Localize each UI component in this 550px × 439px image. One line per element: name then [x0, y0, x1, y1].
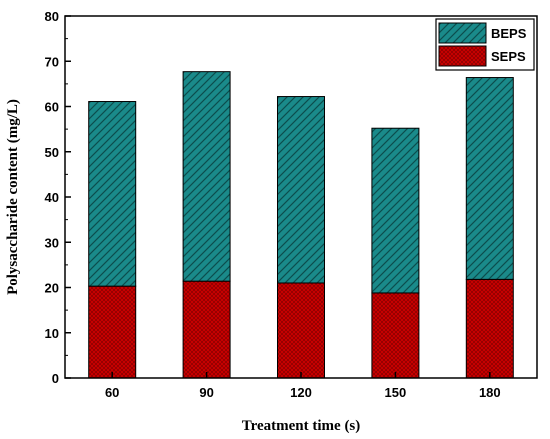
y-tick-label: 50 [45, 145, 59, 160]
bar-seps-60 [88, 285, 137, 379]
x-tick-label: 150 [385, 385, 407, 400]
x-tick-label: 120 [290, 385, 312, 400]
bar-seps-90 [182, 280, 231, 379]
y-tick-label: 0 [52, 371, 59, 386]
y-axis: 0 10 20 30 40 50 60 70 80 [45, 9, 71, 386]
y-axis-title: Polysaccharide content (mg/L) [5, 99, 21, 295]
legend-swatch-beps [438, 22, 487, 44]
bar-beps-60 [88, 101, 137, 287]
legend-swatch-seps [438, 45, 487, 67]
x-axis-title: Treatment time (s) [242, 418, 361, 434]
bars-group [88, 71, 514, 379]
y-tick-label: 20 [45, 281, 59, 296]
bar-seps-180 [465, 278, 514, 379]
y-tick-label: 10 [45, 326, 59, 341]
y-tick-label: 40 [45, 190, 59, 205]
x-tick-label: 60 [105, 385, 119, 400]
y-tick-label: 80 [45, 9, 59, 24]
bar-seps-150 [371, 292, 420, 379]
x-tick-label: 90 [199, 385, 213, 400]
bar-beps-90 [182, 71, 231, 282]
legend: BEPS SEPS [435, 18, 535, 71]
x-axis: 60 90 120 150 180 [105, 372, 501, 400]
legend-label-beps: BEPS [491, 26, 527, 41]
bar-seps-120 [277, 282, 325, 379]
y-tick-label: 60 [45, 100, 59, 115]
y-tick-label: 70 [45, 54, 59, 69]
bar-beps-120 [277, 96, 325, 284]
x-tick-label: 180 [479, 385, 501, 400]
bar-beps-150 [371, 127, 420, 294]
bar-beps-180 [465, 77, 514, 280]
legend-label-seps: SEPS [491, 49, 526, 64]
y-tick-label: 30 [45, 235, 59, 250]
